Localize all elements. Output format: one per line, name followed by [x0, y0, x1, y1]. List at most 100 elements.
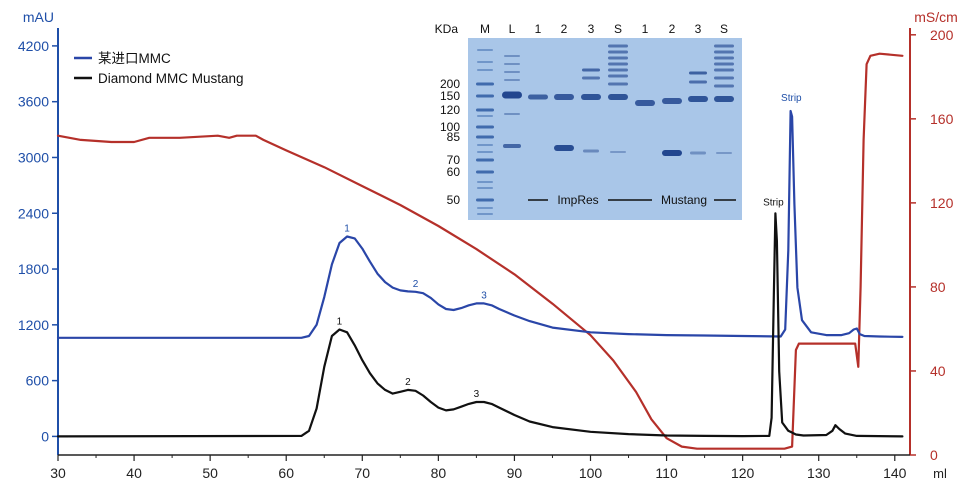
- gel-marker-band: [477, 213, 493, 215]
- x-axis-tick-label: 100: [579, 465, 603, 481]
- gel-band: [690, 151, 706, 155]
- legend-label: Diamond MMC Mustang: [98, 71, 244, 86]
- gel-marker-label: 85: [447, 130, 461, 144]
- gel-lane-label: L: [509, 22, 516, 36]
- gel-band: [714, 84, 734, 88]
- gel-band: [608, 44, 628, 48]
- gel-marker-band: [476, 108, 494, 112]
- right-axis-tick-label: 120: [930, 195, 954, 211]
- gel-marker-label: 60: [447, 165, 461, 179]
- x-axis-tick-label: 110: [655, 465, 678, 481]
- left-axis-tick-label: 600: [26, 373, 50, 389]
- left-axis-label: mAU: [23, 9, 54, 25]
- gel-band: [502, 91, 522, 99]
- gel-band: [608, 74, 628, 78]
- peak-label-mustang-1: 1: [337, 316, 343, 327]
- gel-band: [503, 144, 521, 148]
- series-line-imported-mmc: [56, 109, 904, 339]
- gel-lane-label: 3: [588, 22, 595, 36]
- gel-band: [714, 56, 734, 60]
- left-axis-tick-label: 2400: [18, 205, 49, 221]
- right-axis-tick-label: 0: [930, 447, 938, 463]
- gel-marker-band: [476, 158, 494, 162]
- x-axis-tick-label: 60: [278, 465, 294, 481]
- gel-marker-band: [477, 151, 493, 153]
- right-axis-tick-label: 80: [930, 279, 946, 295]
- x-axis-tick-label: 120: [731, 465, 755, 481]
- gel-band: [714, 76, 734, 80]
- gel-band: [714, 44, 734, 48]
- right-axis-label: mS/cm: [914, 9, 958, 25]
- gel-background: [468, 38, 742, 220]
- gel-marker-band: [476, 198, 494, 202]
- gel-band: [554, 94, 574, 100]
- series-line-conductivity: [56, 52, 904, 450]
- gel-band: [714, 62, 734, 66]
- gel-band: [554, 145, 574, 151]
- gel-band: [504, 63, 520, 65]
- gel-marker-label: 70: [447, 153, 461, 167]
- gel-marker-band: [477, 69, 493, 71]
- gel-marker-band: [476, 170, 494, 174]
- gel-band: [504, 113, 520, 115]
- left-axis-tick-label: 3000: [18, 149, 49, 165]
- gel-band: [716, 152, 732, 154]
- gel-marker-band: [477, 115, 493, 117]
- gel-band: [582, 68, 600, 72]
- gel-group-label-mustang: Mustang: [661, 193, 707, 207]
- gel-band: [504, 71, 520, 73]
- gel-band: [610, 151, 626, 153]
- gel-band: [583, 149, 599, 153]
- right-axis-tick-label: 160: [930, 111, 954, 127]
- gel-marker-label: 120: [440, 103, 460, 117]
- gel-marker-label: 50: [447, 193, 461, 207]
- gel-band: [608, 68, 628, 72]
- gel-band: [528, 94, 548, 100]
- peak-label-mustang-strip: Strip: [763, 197, 784, 208]
- series-line-diamond-mmc-mustang: [56, 212, 904, 438]
- gel-band: [714, 68, 734, 72]
- left-axis-tick-label: 0: [41, 428, 49, 444]
- gel-band: [688, 96, 708, 102]
- legend-label: 某进口MMC: [98, 51, 171, 66]
- gel-marker-band: [477, 181, 493, 183]
- gel-lane-label: S: [614, 22, 622, 36]
- gel-marker-band: [477, 61, 493, 63]
- gel-kda-label: KDa: [435, 22, 459, 36]
- left-axis-tick-label: 1800: [18, 261, 49, 277]
- gel-band: [714, 96, 734, 102]
- gel-band: [662, 150, 682, 156]
- left-axis-tick-label: 4200: [18, 38, 49, 54]
- gel-marker-label: 100: [440, 120, 460, 134]
- gel-lane-label: S: [720, 22, 728, 36]
- gel-band: [608, 50, 628, 54]
- peak-label-mustang-3: 3: [474, 389, 480, 400]
- x-axis-tick-label: 80: [431, 465, 447, 481]
- right-axis-tick-label: 200: [930, 27, 954, 43]
- gel-band: [504, 55, 520, 57]
- gel-lane-label: 3: [695, 22, 702, 36]
- left-axis-tick-label: 3600: [18, 94, 49, 110]
- gel-marker-label: 150: [440, 89, 460, 103]
- gel-band: [608, 62, 628, 66]
- x-axis-tick-label: 130: [807, 465, 831, 481]
- gel-band: [635, 100, 655, 106]
- gel-band: [714, 50, 734, 54]
- x-axis-tick-label: 40: [126, 465, 142, 481]
- x-axis-tick-label: 70: [354, 465, 370, 481]
- gel-marker-band: [477, 187, 493, 189]
- peak-label-imported-strip: Strip: [781, 93, 802, 104]
- peak-label-mustang-2: 2: [405, 377, 411, 388]
- gel-marker-band: [477, 207, 493, 209]
- gel-lane-label: 2: [669, 22, 676, 36]
- x-axis-tick-label: 140: [883, 465, 907, 481]
- x-axis-tick-label: 90: [507, 465, 523, 481]
- x-axis-tick-label: 50: [202, 465, 218, 481]
- right-axis-tick-label: 40: [930, 363, 946, 379]
- gel-group-label-impres: ImpRes: [557, 193, 598, 207]
- gel-lane-label: 1: [535, 22, 542, 36]
- gel-lane-label: 2: [561, 22, 568, 36]
- gel-band: [689, 80, 707, 84]
